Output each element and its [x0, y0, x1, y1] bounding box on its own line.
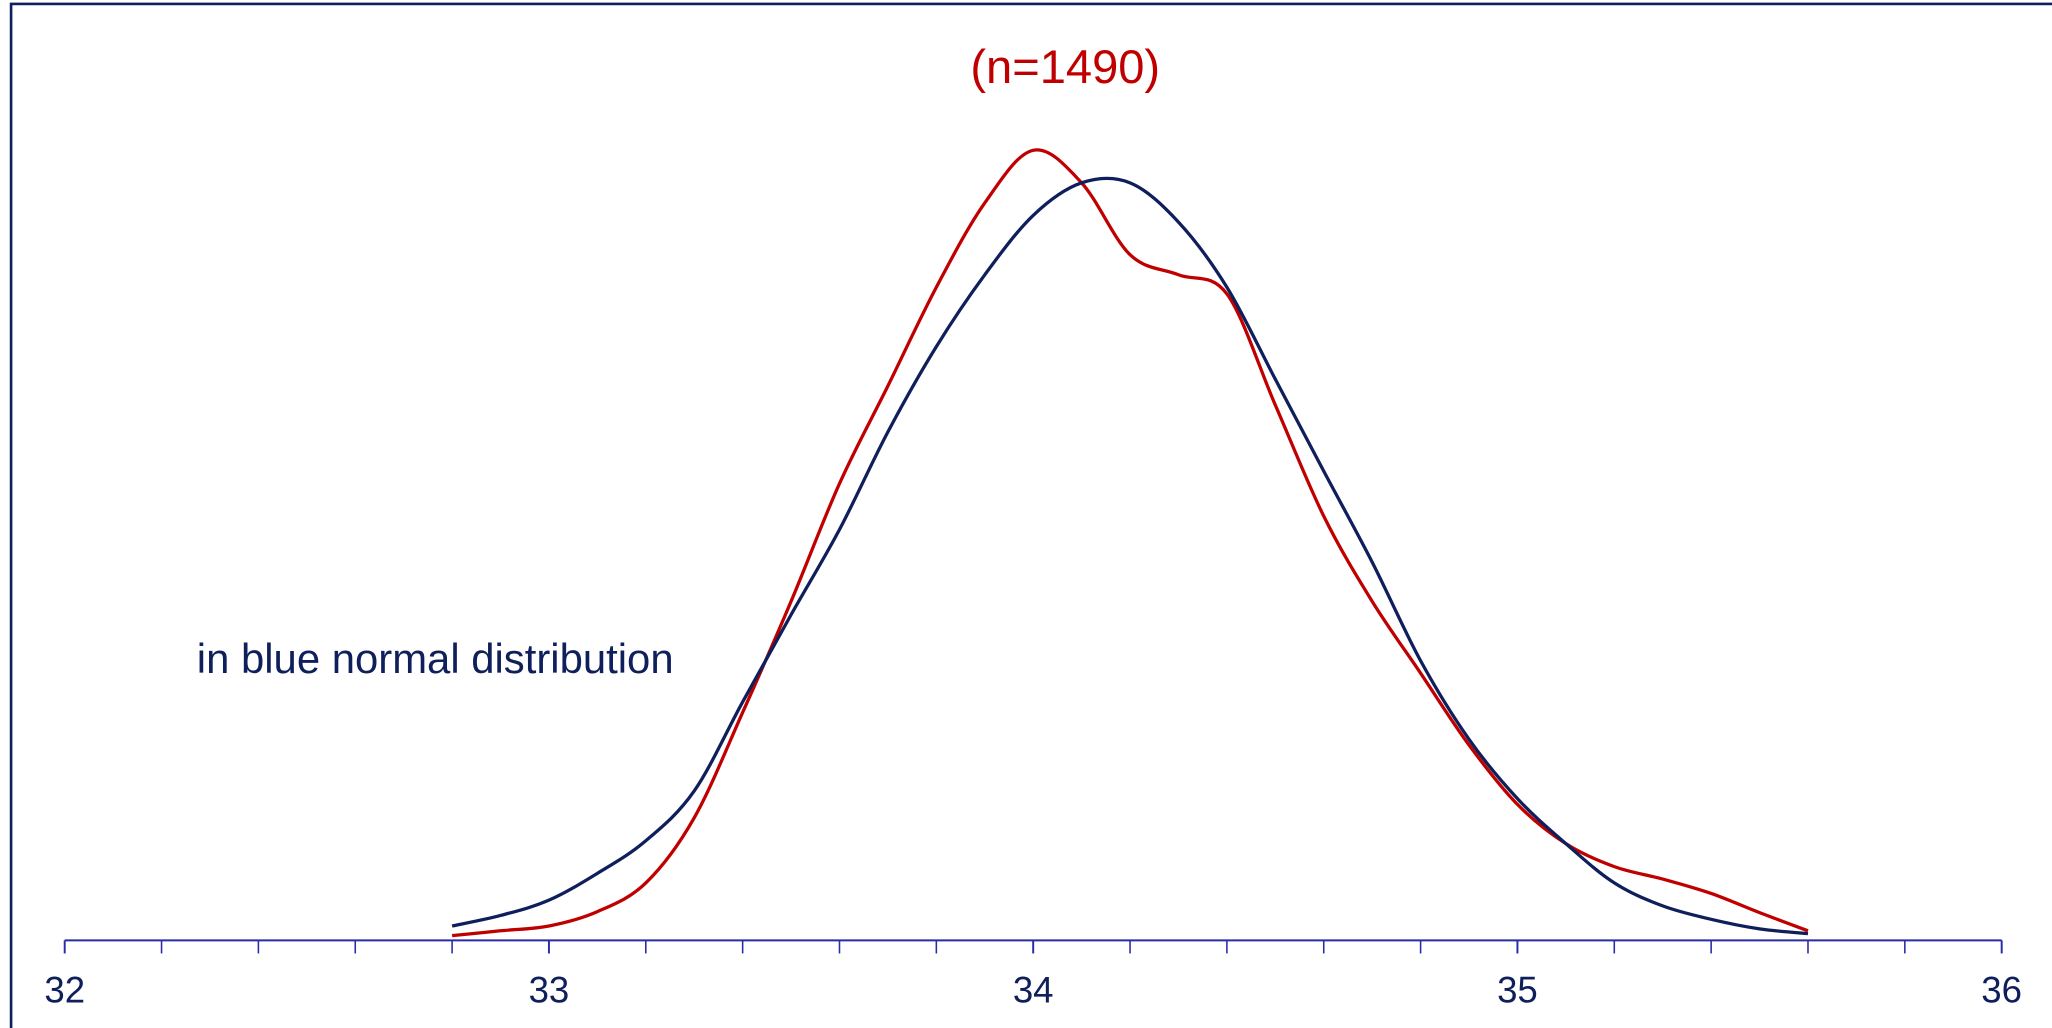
x-tick-label: 36 [1981, 969, 2022, 1010]
chart-title: (n=1490) [970, 40, 1160, 93]
frame [9, 2, 2052, 1028]
x-tick-label: 32 [44, 969, 85, 1010]
annotation: in blue normal distribution [197, 635, 674, 682]
x-tick-label: 34 [1013, 969, 1054, 1010]
x-tick-label: 33 [529, 969, 570, 1010]
x-tick-label: 35 [1497, 969, 1538, 1010]
density-line [451, 176, 1809, 936]
density-line [451, 148, 1809, 938]
